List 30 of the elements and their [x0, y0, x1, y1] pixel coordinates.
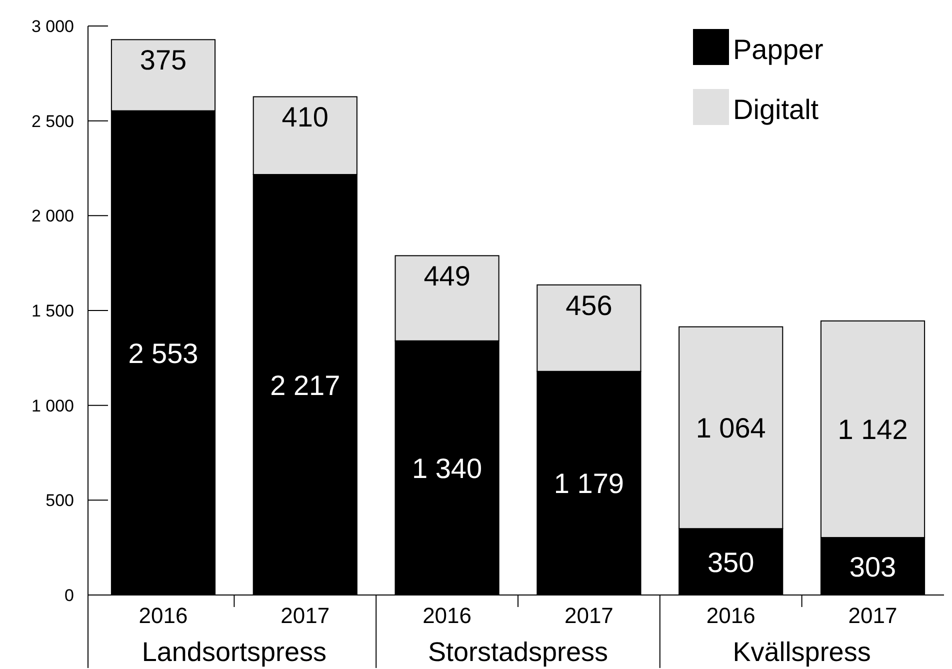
- data-label: 456: [566, 290, 612, 321]
- x-tick-label: 2017: [280, 603, 330, 628]
- x-tick-label: 2016: [422, 603, 472, 628]
- data-label: 410: [282, 102, 329, 133]
- y-tick-label: 1 000: [31, 396, 74, 416]
- data-label: 449: [424, 260, 470, 292]
- data-label: 1 179: [554, 468, 624, 500]
- text: Kvällspress: [732, 637, 871, 667]
- data-label: 350: [707, 546, 754, 578]
- data-label: 1 142: [838, 414, 908, 446]
- legend-label: Papper: [733, 34, 824, 65]
- data-label: 2 217: [270, 370, 340, 401]
- y-tick-label: 2 000: [31, 206, 74, 226]
- legend-label: Digitalt: [733, 94, 819, 125]
- y-tick-label: 500: [46, 491, 74, 510]
- x-tick-label: 2017: [848, 603, 898, 628]
- y-tick-label: 2 500: [31, 112, 74, 131]
- y-tick-label: 1 500: [31, 302, 74, 320]
- x-tick-label: 2017: [564, 603, 614, 628]
- data-label: 1 064: [696, 412, 766, 444]
- data-label: 1 340: [412, 452, 482, 484]
- data-label: 2 553: [128, 338, 198, 369]
- y-tick-label: 3 000: [31, 17, 74, 36]
- data-label: 303: [849, 551, 896, 582]
- text: Storstadspress: [428, 637, 608, 667]
- x-tick-label: 2016: [138, 603, 188, 628]
- text: Landsortspress: [142, 637, 326, 667]
- y-tick-label: 0: [64, 586, 74, 605]
- x-tick-label: 2016: [706, 603, 756, 628]
- data-label: 375: [140, 44, 187, 76]
